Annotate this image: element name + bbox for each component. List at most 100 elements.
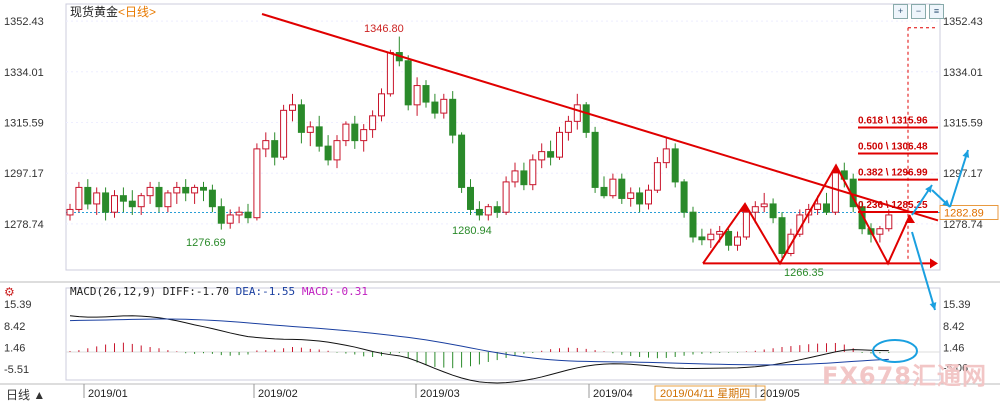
zoom-in-icon[interactable]: + bbox=[893, 4, 908, 19]
fib-level-label: 0.618 \ 1315.96 bbox=[858, 115, 928, 126]
watermark-logo: FX678汇通网 bbox=[822, 362, 987, 390]
projection-arrow-up1-head bbox=[925, 185, 932, 193]
current-price-box bbox=[939, 204, 999, 220]
candle-body bbox=[751, 206, 759, 213]
candle-body bbox=[93, 192, 101, 205]
candle-body bbox=[698, 236, 706, 241]
candle-body bbox=[404, 60, 412, 106]
candle-body bbox=[173, 186, 181, 194]
candle-body bbox=[244, 211, 252, 219]
x-label: 2019/05 bbox=[760, 388, 800, 400]
macd-dif-line bbox=[69, 315, 889, 384]
candle-body bbox=[707, 233, 715, 241]
candle-body bbox=[671, 148, 679, 183]
annotation-low1: 1276.69 bbox=[186, 237, 226, 249]
candle-body bbox=[324, 145, 332, 161]
annotation-high: 1346.80 bbox=[364, 23, 404, 35]
candle-body bbox=[191, 186, 199, 194]
candle-body bbox=[235, 211, 243, 216]
candle-body bbox=[564, 120, 572, 133]
candle-body bbox=[858, 206, 866, 230]
candle-body bbox=[725, 230, 733, 246]
y-tick-left: 1278.74 bbox=[4, 219, 44, 231]
candle-body bbox=[289, 104, 296, 111]
candle-body bbox=[716, 230, 724, 235]
macd-tick-left: 15.39 bbox=[4, 299, 32, 311]
candle-body bbox=[573, 104, 581, 122]
candle-body bbox=[200, 186, 207, 191]
cursor-date-label: 2019/04/11 星期四 bbox=[660, 387, 750, 400]
candle-body bbox=[636, 192, 644, 205]
candle-body bbox=[146, 186, 154, 197]
projection-arrow-down2-head bbox=[929, 302, 937, 310]
fib-level-label: 0.382 \ 1296.99 bbox=[858, 168, 928, 179]
candle-body bbox=[297, 104, 305, 133]
candle-body bbox=[511, 170, 519, 183]
candle-body bbox=[137, 195, 145, 208]
candle-body bbox=[609, 178, 617, 197]
instrument-name: 现货黄金 bbox=[70, 5, 119, 19]
candle-body bbox=[342, 123, 350, 142]
projection-arrow-up2-head bbox=[962, 150, 970, 158]
x-label: 2019/01 bbox=[88, 388, 128, 400]
candle-body bbox=[769, 203, 777, 219]
candle-body bbox=[315, 126, 323, 147]
candle-body bbox=[831, 170, 839, 213]
candle-body bbox=[208, 189, 216, 208]
y-tick-left: 1315.59 bbox=[4, 117, 44, 129]
pattern-arrowhead bbox=[831, 165, 841, 174]
macd-tick-right: 8.42 bbox=[943, 321, 964, 333]
zoom-out-icon[interactable]: − bbox=[911, 4, 926, 19]
candle-body bbox=[155, 186, 163, 208]
candle-body bbox=[662, 148, 670, 164]
period-button[interactable]: 日线 ▲ bbox=[6, 388, 46, 402]
candle-body bbox=[582, 104, 590, 133]
resistance-trendline bbox=[261, 13, 939, 222]
annotation-low3: 1266.35 bbox=[784, 267, 824, 279]
macd-header: MACD(26,12,9) DIFF:-1.70 DEA:-1.55 MACD:… bbox=[70, 285, 368, 298]
support-arrowhead bbox=[930, 258, 938, 269]
y-tick-left: 1297.17 bbox=[4, 168, 44, 180]
fib-level-label: 0.500 \ 1306.48 bbox=[858, 142, 928, 153]
indicator-settings-icon[interactable]: ⚙ bbox=[4, 285, 15, 299]
candle-body bbox=[440, 98, 448, 114]
candle-body bbox=[378, 93, 385, 117]
y-tick-left: 1334.01 bbox=[4, 67, 44, 79]
annotation-low2: 1280.94 bbox=[452, 225, 492, 237]
macd-highlight-ellipse bbox=[872, 339, 918, 363]
candle-body bbox=[538, 151, 546, 161]
candle-body bbox=[253, 148, 261, 219]
candle-body bbox=[556, 131, 563, 158]
candle-body bbox=[226, 214, 234, 224]
candle-body bbox=[75, 186, 83, 210]
candle-body bbox=[84, 186, 92, 205]
settings-icon[interactable]: ≡ bbox=[929, 4, 944, 19]
candle-body bbox=[778, 217, 786, 254]
candle-body bbox=[600, 186, 608, 197]
candle-body bbox=[280, 109, 288, 158]
candle-body bbox=[119, 195, 127, 202]
candle-body bbox=[217, 206, 225, 224]
macd-tick-left: 8.42 bbox=[4, 321, 25, 333]
candle-body bbox=[814, 203, 822, 210]
candle-body bbox=[102, 192, 110, 213]
candle-body bbox=[306, 126, 314, 133]
candle-body bbox=[645, 189, 652, 205]
macd-frame bbox=[65, 287, 941, 381]
candle-body bbox=[351, 123, 359, 142]
candle-body bbox=[66, 208, 74, 216]
candle-body bbox=[431, 101, 439, 114]
macd-tick-left: 1.46 bbox=[4, 342, 25, 354]
candle-body bbox=[369, 115, 377, 131]
candle-body bbox=[823, 203, 830, 213]
pattern-zigzag bbox=[702, 163, 911, 266]
macd-diff: DIFF:-1.70 bbox=[162, 285, 229, 298]
x-label: 2019/04 bbox=[593, 388, 633, 400]
candle-body bbox=[111, 195, 118, 213]
macd-label: MACD(26,12,9) bbox=[70, 285, 157, 298]
y-tick-right: 1297.17 bbox=[943, 168, 983, 180]
candle-body bbox=[760, 203, 768, 208]
pattern-arrowhead bbox=[740, 203, 750, 212]
y-tick-left: 1352.43 bbox=[4, 16, 44, 28]
candle-body bbox=[182, 186, 190, 194]
